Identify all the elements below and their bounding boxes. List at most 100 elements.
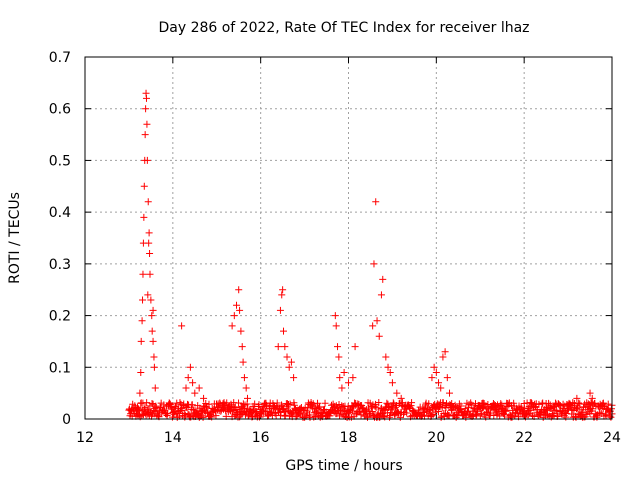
data-point xyxy=(134,405,142,413)
data-point xyxy=(144,291,152,299)
data-point xyxy=(303,407,311,415)
data-point xyxy=(169,409,177,417)
data-point xyxy=(596,408,604,416)
data-point xyxy=(386,411,394,419)
data-point xyxy=(403,409,411,417)
data-point xyxy=(152,402,160,410)
data-point xyxy=(236,306,244,314)
x-axis-label: GPS time / hours xyxy=(285,458,402,474)
data-point xyxy=(452,413,460,421)
data-point xyxy=(314,405,322,413)
data-point xyxy=(348,407,356,415)
data-point xyxy=(564,405,572,413)
data-point xyxy=(554,412,562,420)
data-point xyxy=(332,322,340,330)
axis-ticks: 12 14 16 18 20 22 24 0 0.1 0.2 0.3 0.4 0.5 0.6 0.7 xyxy=(49,50,621,446)
data-point xyxy=(386,413,394,421)
data-point xyxy=(147,296,155,304)
data-point xyxy=(431,408,439,416)
data-point xyxy=(437,384,445,392)
data-point xyxy=(575,399,583,407)
data-point xyxy=(370,260,378,268)
data-point xyxy=(251,400,259,408)
data-point xyxy=(441,348,449,356)
data-point xyxy=(135,406,143,414)
plot-border xyxy=(84,56,613,420)
data-point xyxy=(314,399,322,407)
x-tick-label: 18 xyxy=(340,430,358,446)
data-point xyxy=(590,399,598,407)
data-point xyxy=(326,412,334,420)
data-point xyxy=(496,412,504,420)
data-point xyxy=(510,399,518,407)
data-point xyxy=(477,409,485,417)
data-point xyxy=(387,406,395,414)
data-point xyxy=(255,401,263,409)
y-tick-label: 0 xyxy=(62,412,71,428)
data-point xyxy=(148,327,156,335)
data-point xyxy=(142,94,150,102)
data-point xyxy=(308,401,316,409)
data-point xyxy=(430,363,438,371)
data-point xyxy=(369,412,377,420)
data-point xyxy=(397,394,405,402)
data-point xyxy=(164,409,172,417)
data-point xyxy=(143,399,151,407)
data-point xyxy=(184,374,192,382)
chart-title: Day 286 of 2022, Rate Of TEC Index for r… xyxy=(158,20,529,36)
data-point xyxy=(524,411,532,419)
data-point xyxy=(484,401,492,409)
y-tick-label: 0.6 xyxy=(49,102,71,118)
y-tick-label: 0.5 xyxy=(49,153,71,169)
data-point xyxy=(607,405,615,413)
y-tick-label: 0.4 xyxy=(49,205,71,221)
data-point xyxy=(146,250,154,258)
data-point xyxy=(212,412,220,420)
data-point xyxy=(139,296,147,304)
data-point xyxy=(446,389,454,397)
data-point xyxy=(432,368,440,376)
data-point xyxy=(150,363,158,371)
data-point xyxy=(380,412,388,420)
data-point xyxy=(351,343,359,351)
data-point xyxy=(230,312,238,320)
data-point xyxy=(144,198,152,206)
data-point xyxy=(573,405,581,413)
data-point xyxy=(136,389,144,397)
data-point xyxy=(188,401,196,409)
data-point xyxy=(480,403,488,411)
x-tick-label: 14 xyxy=(164,430,182,446)
data-point xyxy=(237,327,245,335)
data-point xyxy=(173,399,181,407)
data-point xyxy=(599,405,607,413)
data-point xyxy=(454,405,462,413)
data-point xyxy=(167,404,175,412)
data-point xyxy=(527,399,535,407)
data-point xyxy=(494,409,502,417)
data-point xyxy=(476,405,484,413)
data-point xyxy=(137,368,145,376)
data-point xyxy=(321,399,329,407)
data-point xyxy=(340,368,348,376)
data-point xyxy=(286,400,294,408)
data-point xyxy=(171,403,179,411)
data-point xyxy=(335,353,343,361)
data-point xyxy=(281,343,289,351)
x-tick-label: 20 xyxy=(427,430,445,446)
data-point xyxy=(182,384,190,392)
data-point xyxy=(202,399,210,407)
y-tick-label: 0.3 xyxy=(49,257,71,273)
data-point xyxy=(408,399,416,407)
data-points xyxy=(125,89,616,421)
data-point xyxy=(490,411,498,419)
data-point xyxy=(178,405,186,413)
data-point xyxy=(189,379,197,387)
data-point xyxy=(336,374,344,382)
data-point xyxy=(138,317,146,325)
data-point xyxy=(503,402,511,410)
data-point xyxy=(149,337,157,345)
y-axis-label: ROTI / TECUs xyxy=(7,192,23,284)
data-point xyxy=(143,120,151,128)
y-tick-label: 0.1 xyxy=(49,360,71,376)
